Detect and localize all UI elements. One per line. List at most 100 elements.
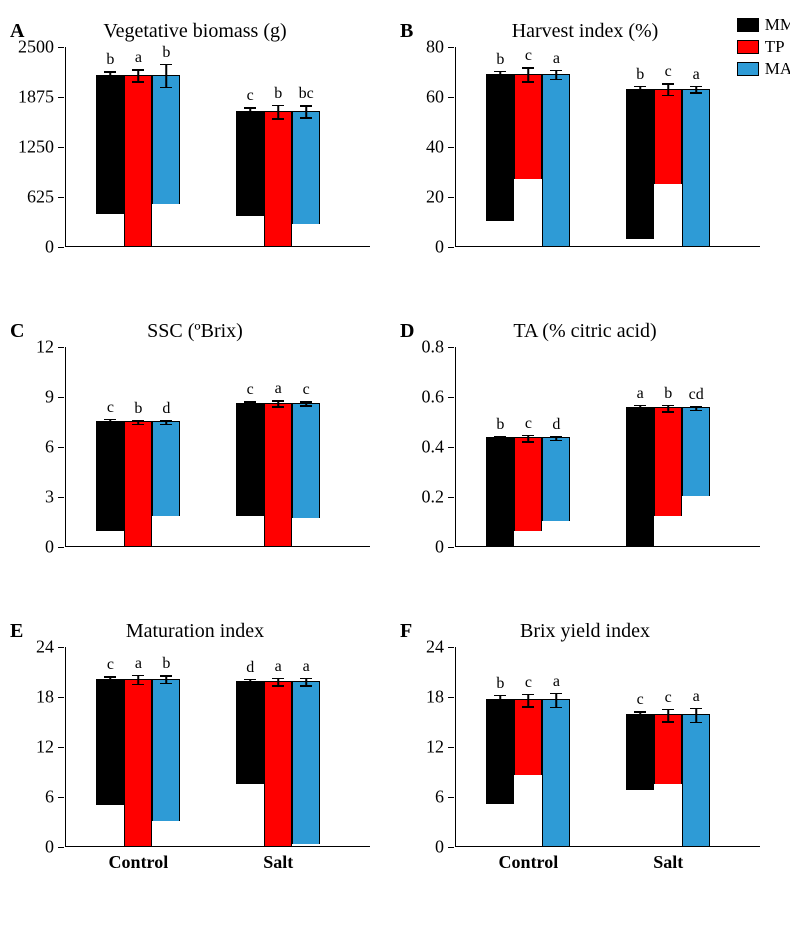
significance-label: bc [299,85,314,103]
bar-mm: b [486,437,514,546]
error-cap-top [244,679,256,681]
panel-b: BHarvest index (%)020406080bcabca [400,20,770,290]
bar-mm: b [486,699,514,804]
y-tick-label: 0.8 [422,337,445,358]
error-cap-top [160,675,172,677]
legend-item-tp: TP [737,37,790,57]
bars-region: bcdabcd [456,347,760,546]
bar-group-control: bab [96,75,180,246]
y-tick-label: 0.4 [422,437,445,458]
bar-tp: b [124,421,152,546]
y-tick [448,347,454,348]
bar-ma: a [292,681,320,844]
legend-swatch [737,62,759,76]
x-category-label: Control [109,852,169,873]
bar-tp: a [124,679,152,847]
error-cap-bottom [522,706,534,708]
significance-label: c [525,47,532,65]
error-cap-top [690,86,702,88]
error-bar [277,105,279,119]
bars-region: cbdcac [66,347,370,546]
y-tick [58,447,64,448]
bar-mm: c [96,679,124,806]
error-cap-bottom [494,77,506,79]
bar-group-salt: abcd [626,407,710,546]
significance-label: c [637,691,644,709]
significance-label: b [496,675,504,693]
error-cap-bottom [160,87,172,89]
error-cap-bottom [300,685,312,687]
y-tick-label: 24 [426,637,444,658]
bar-mm: b [486,74,514,222]
y-tick-label: 1250 [18,137,54,158]
y-tick-label: 0.6 [422,387,445,408]
error-bar [556,693,558,708]
figure-grid: AVegetative biomass (g)0625125018752500b… [10,20,770,890]
y-tick-label: 0 [435,837,444,858]
bar-ma: a [682,89,710,247]
y-tick [448,547,454,548]
significance-label: b [636,66,644,84]
y-tick-label: 18 [426,687,444,708]
y-tick [58,847,64,848]
error-cap-bottom [272,685,284,687]
bar-tp: c [514,74,542,179]
bar-group-salt: cbbc [236,111,320,246]
y-tick [448,797,454,798]
error-cap-bottom [662,721,674,723]
y-tick [58,97,64,98]
error-cap-bottom [160,424,172,426]
y-tick-label: 6 [45,787,54,808]
y-tick-label: 12 [426,737,444,758]
legend: MMTPMA [737,15,790,79]
significance-label: a [553,50,560,68]
chart-area: 00.20.40.60.8bcdabcd [455,347,760,547]
y-tick-label: 2500 [18,37,54,58]
significance-label: a [637,385,644,403]
y-tick-label: 12 [36,737,54,758]
error-cap-bottom [494,440,506,442]
x-category-label: Control [499,852,559,873]
bar-ma: c [292,403,320,518]
bar-tp: c [654,714,682,783]
error-cap-top [634,405,646,407]
significance-label: c [525,415,532,433]
y-tick-label: 9 [45,387,54,408]
bars-region: babcbbc [66,47,370,246]
y-tick [58,697,64,698]
y-tick [448,47,454,48]
panel-title: Harvest index (%) [400,20,770,43]
error-cap-bottom [690,722,702,724]
significance-label: c [247,87,254,105]
error-cap-top [104,676,116,678]
y-tick [58,247,64,248]
bar-ma: b [152,679,180,822]
y-tick [58,497,64,498]
error-cap-top [132,675,144,677]
bar-ma: a [682,714,710,846]
chart-area: 036912cbdcac [65,347,370,547]
panel-title: Vegetative biomass (g) [10,20,380,43]
error-cap-bottom [132,684,144,686]
error-cap-bottom [244,684,256,686]
y-tick-label: 80 [426,37,444,58]
legend-label: MA [765,59,790,79]
bar-ma: d [542,437,570,521]
significance-label: d [552,416,560,434]
panel-title: Maturation index [10,620,380,643]
bars-region: bcacca [456,647,760,846]
bar-ma: a [542,699,570,846]
error-cap-bottom [132,81,144,83]
bar-group-control: cab [96,679,180,847]
panel-letter: D [400,320,414,343]
y-tick-label: 6 [45,437,54,458]
panel-letter: B [400,20,413,43]
legend-swatch [737,40,759,54]
legend-item-ma: MA [737,59,790,79]
panel-title: SSC (ºBrix) [10,320,380,343]
y-tick-label: 0 [435,237,444,258]
chart-area: 06121824bcaccaControlSalt [455,647,760,847]
significance-label: a [553,673,560,691]
y-tick-label: 40 [426,137,444,158]
error-cap-top [272,400,284,402]
